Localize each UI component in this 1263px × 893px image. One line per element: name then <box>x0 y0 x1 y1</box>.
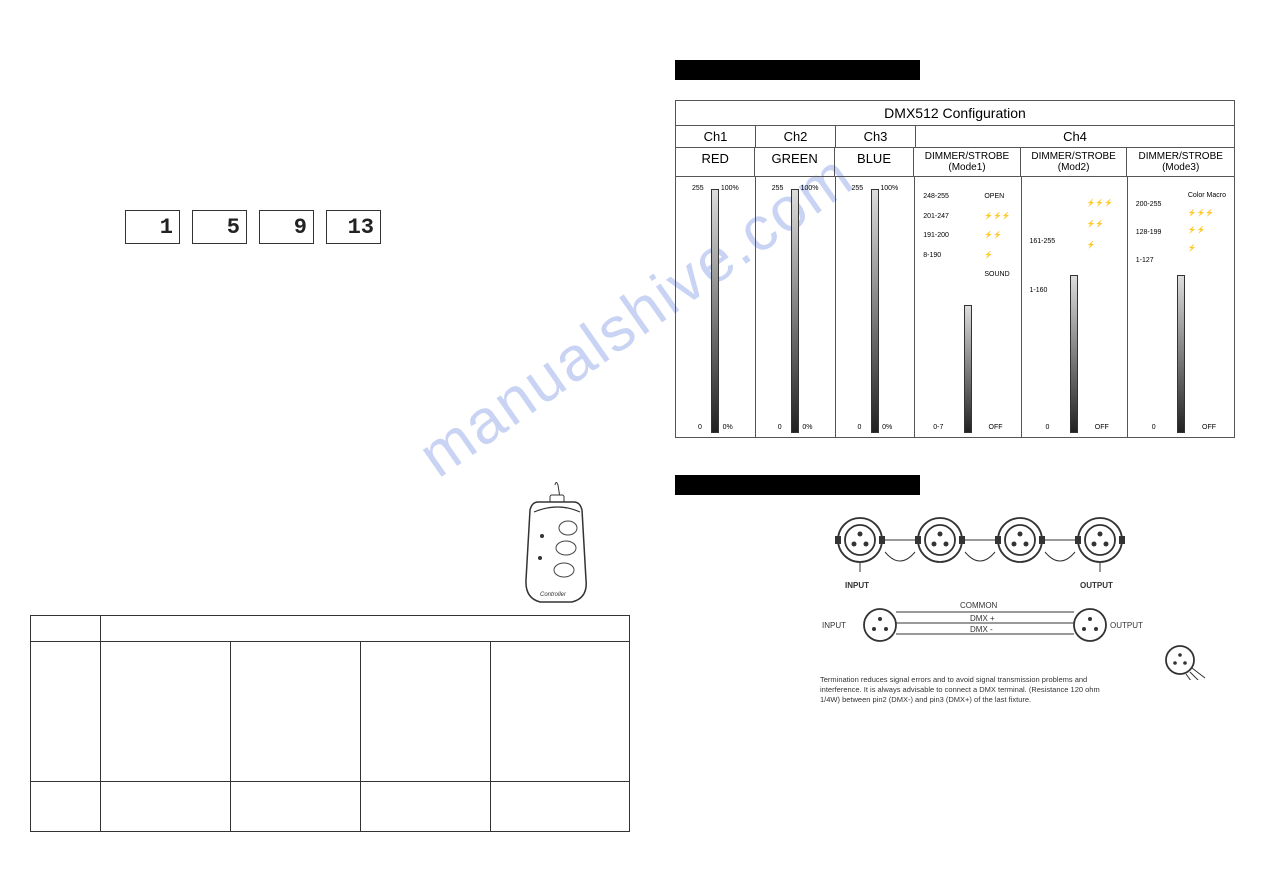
seg-box-4: 13 <box>326 210 381 244</box>
function-table <box>30 615 630 832</box>
ch1-header: Ch1 <box>676 126 756 148</box>
section-bar-2 <box>675 475 920 495</box>
seven-segment-display: 1 5 9 13 <box>125 210 381 244</box>
ch4-header: Ch4 <box>916 126 1234 148</box>
mode2-label: DIMMER/STROBE (Mod2) <box>1021 148 1128 177</box>
remote-controller-icon: Controller <box>510 480 610 620</box>
left-page: 1 5 9 13 Controller <box>0 0 630 893</box>
svg-text:DMX +: DMX + <box>970 614 995 623</box>
output-label: OUTPUT <box>1080 581 1113 590</box>
input-label: INPUT <box>845 581 869 590</box>
dmx-bars-row: 255 100% 0 0% 255 100% 0 0% 255 100% 0 0… <box>676 177 1234 437</box>
seg-box-2: 5 <box>192 210 247 244</box>
svg-text:INPUT: INPUT <box>822 621 846 630</box>
blue-label: BLUE <box>835 148 914 177</box>
ch3-header: Ch3 <box>836 126 916 148</box>
gradient-bar-icon <box>711 189 719 433</box>
gradient-bar-icon <box>791 189 799 433</box>
svg-text:COMMON: COMMON <box>960 601 998 610</box>
termination-note: Termination reduces signal errors and to… <box>820 675 1110 704</box>
seg-box-1: 1 <box>125 210 180 244</box>
mode3-label: DIMMER/STROBE (Mode3) <box>1127 148 1234 177</box>
gradient-bar-icon <box>1070 275 1078 433</box>
green-label: GREEN <box>755 148 834 177</box>
xlr-connector-icon <box>835 518 885 562</box>
gradient-bar-icon <box>871 189 879 433</box>
xlr-connector-icon <box>995 518 1045 562</box>
red-bar-cell: 255 100% 0 0% <box>676 177 756 437</box>
blue-bar-cell: 255 100% 0 0% <box>836 177 916 437</box>
mode2-bar-cell: 161-255 1-160 ⚡⚡⚡ ⚡⚡ ⚡ 0 OFF <box>1022 177 1128 437</box>
red-label: RED <box>676 148 755 177</box>
svg-text:Controller: Controller <box>540 592 567 598</box>
green-bar-cell: 255 100% 0 0% <box>756 177 836 437</box>
ch2-header: Ch2 <box>756 126 836 148</box>
section-bar-1 <box>675 60 920 80</box>
xlr-connector-icon <box>1075 518 1125 562</box>
svg-text:OUTPUT: OUTPUT <box>1110 621 1143 630</box>
seg-box-3: 9 <box>259 210 314 244</box>
dmx-chain-diagram: INPUT OUTPUT COMMON DMX + DMX - INPUT OU… <box>810 510 1230 680</box>
mode3-bar-cell: 200-255 128-199 1-127 Color Macro ⚡⚡⚡ ⚡⚡… <box>1128 177 1234 437</box>
dmx-title: DMX512 Configuration <box>676 101 1234 126</box>
gradient-bar-icon <box>964 305 972 433</box>
mode1-bar-cell: 248-255 201-247 191-200 8-190 OPEN ⚡⚡⚡ ⚡… <box>915 177 1021 437</box>
gradient-bar-icon <box>1177 275 1185 433</box>
dmx-config-table: DMX512 Configuration Ch1 Ch2 Ch3 Ch4 RED… <box>675 100 1235 438</box>
mode1-label: DIMMER/STROBE (Mode1) <box>914 148 1021 177</box>
xlr-connector-icon <box>915 518 965 562</box>
dmx-channel-row: Ch1 Ch2 Ch3 Ch4 <box>676 126 1234 148</box>
svg-text:DMX -: DMX - <box>970 625 993 634</box>
